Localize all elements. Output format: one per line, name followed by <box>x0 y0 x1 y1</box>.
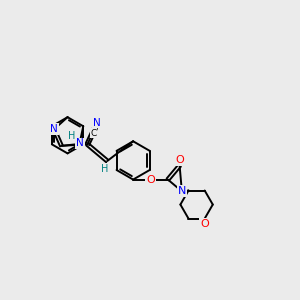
Text: H: H <box>68 131 75 141</box>
Text: N: N <box>178 186 186 196</box>
Text: O: O <box>200 219 209 229</box>
Text: O: O <box>146 175 155 184</box>
Text: N: N <box>76 138 84 148</box>
Text: N: N <box>50 124 58 134</box>
Text: N: N <box>93 118 101 128</box>
Text: C: C <box>91 129 97 138</box>
Text: O: O <box>176 155 184 165</box>
Text: H: H <box>100 164 108 174</box>
